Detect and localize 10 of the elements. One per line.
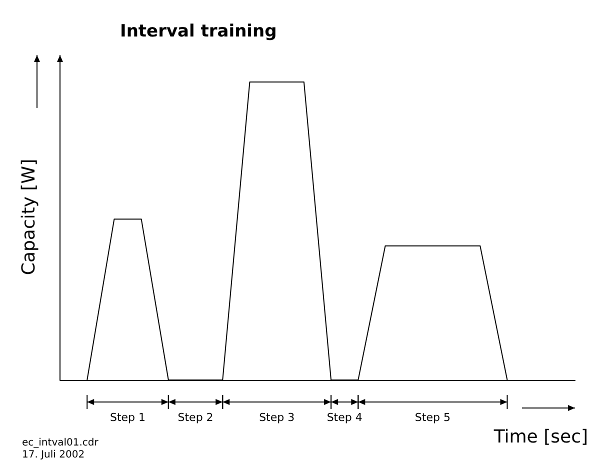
- text: Step 2: [178, 411, 214, 424]
- x-axis-title: Time [sec]: [492, 426, 588, 448]
- text: Step 5: [414, 411, 450, 424]
- text: 17. Juli 2002: [22, 450, 85, 460]
- text: Step 1: [110, 411, 146, 424]
- text: Step 4: [326, 411, 362, 424]
- text: ec_intval01.cdr: [22, 438, 100, 448]
- text: Step 3: [259, 411, 295, 424]
- y-axis-title: Capacity [W]: [18, 158, 40, 276]
- chart-title: Interval training: [120, 22, 277, 42]
